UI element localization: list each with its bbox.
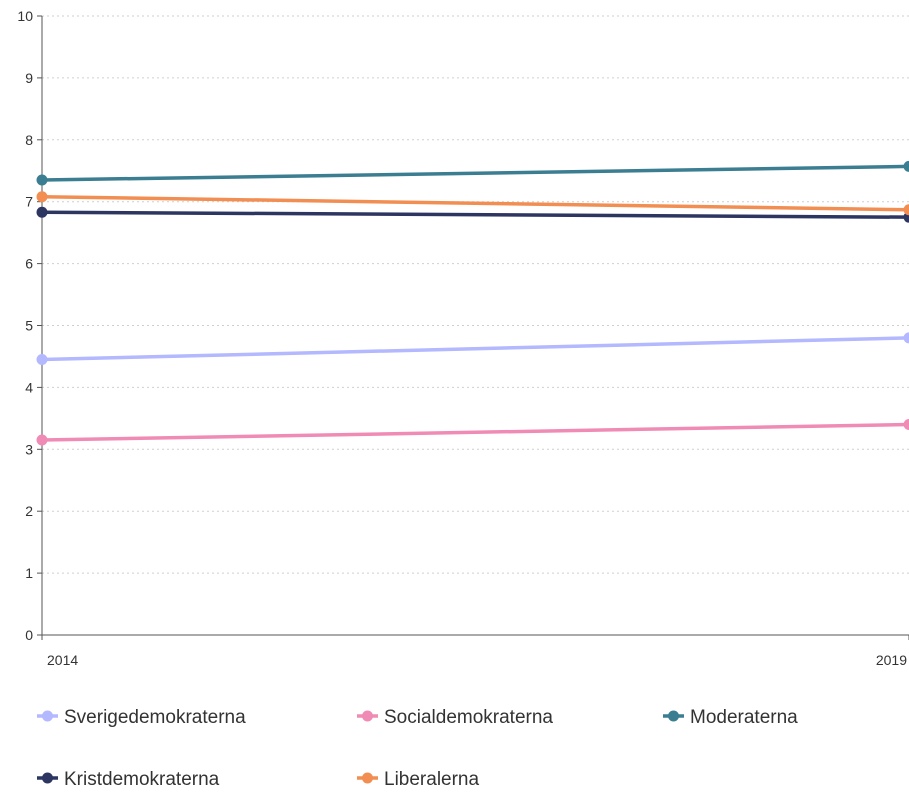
- series-line: [41, 210, 909, 219]
- data-point: [36, 354, 48, 366]
- data-point: [36, 206, 48, 218]
- x-tick-label: 2019: [876, 652, 907, 668]
- legend-label: Kristdemokraterna: [64, 769, 220, 790]
- legend-swatch-marker: [668, 710, 679, 722]
- series-line: [41, 336, 909, 362]
- y-tick-label: 0: [25, 627, 33, 643]
- data-point: [903, 332, 909, 344]
- x-tick-label: 2014: [47, 652, 78, 668]
- y-tick-label: 8: [25, 132, 33, 148]
- data-point: [36, 191, 48, 203]
- legend: Sverigedemokraterna Socialdemokraterna Mod…: [37, 707, 798, 790]
- data-point: [903, 204, 909, 216]
- y-tick-label: 5: [25, 318, 33, 334]
- data-point: [903, 419, 909, 431]
- data-point: [36, 434, 48, 446]
- y-tick-label: 2: [25, 503, 33, 519]
- y-tick-label: 3: [25, 441, 33, 457]
- y-tick-label: 4: [25, 379, 33, 395]
- y-tick-label: 1: [25, 565, 33, 581]
- data-point: [36, 174, 48, 186]
- legend-swatch-marker: [42, 772, 53, 784]
- data-point: [903, 160, 909, 172]
- series-line: [41, 164, 909, 182]
- legend-swatch-marker: [362, 710, 373, 722]
- legend-swatch-marker: [42, 710, 53, 722]
- legend-label: Moderaterna: [690, 707, 798, 728]
- legend-swatch-marker: [362, 772, 373, 784]
- series-liberalerna: [36, 191, 909, 216]
- y-tick-label: 7: [25, 194, 33, 210]
- y-tick-label: 9: [25, 70, 33, 86]
- legend-item[interactable]: Socialdemokraterna: [357, 707, 553, 728]
- y-tick-label: 10: [17, 8, 33, 24]
- series-line: [41, 422, 909, 442]
- grid: [42, 15, 909, 574]
- series-line: [41, 194, 909, 212]
- legend-item[interactable]: Sverigedemokraterna: [37, 707, 246, 728]
- series: [36, 160, 909, 446]
- legend-item[interactable]: Moderaterna: [663, 707, 798, 728]
- y-tick-label: 6: [25, 256, 33, 272]
- legend-label: Liberalerna: [384, 769, 479, 790]
- legend-label: Sverigedemokraterna: [64, 707, 246, 728]
- legend-item[interactable]: Kristdemokraterna: [37, 769, 220, 790]
- series-socialdemokraterna: [36, 419, 909, 446]
- legend-item[interactable]: Liberalerna: [357, 769, 479, 790]
- y-tick-labels: 0 1 2 3 4 5 6 7 8 9 10: [17, 8, 33, 643]
- series-moderaterna: [36, 160, 909, 186]
- legend-label: Socialdemokraterna: [384, 707, 553, 728]
- axes: [37, 15, 909, 640]
- x-tick-labels: 2014 2019: [47, 652, 907, 668]
- series-sverigedemokraterna: [36, 332, 909, 366]
